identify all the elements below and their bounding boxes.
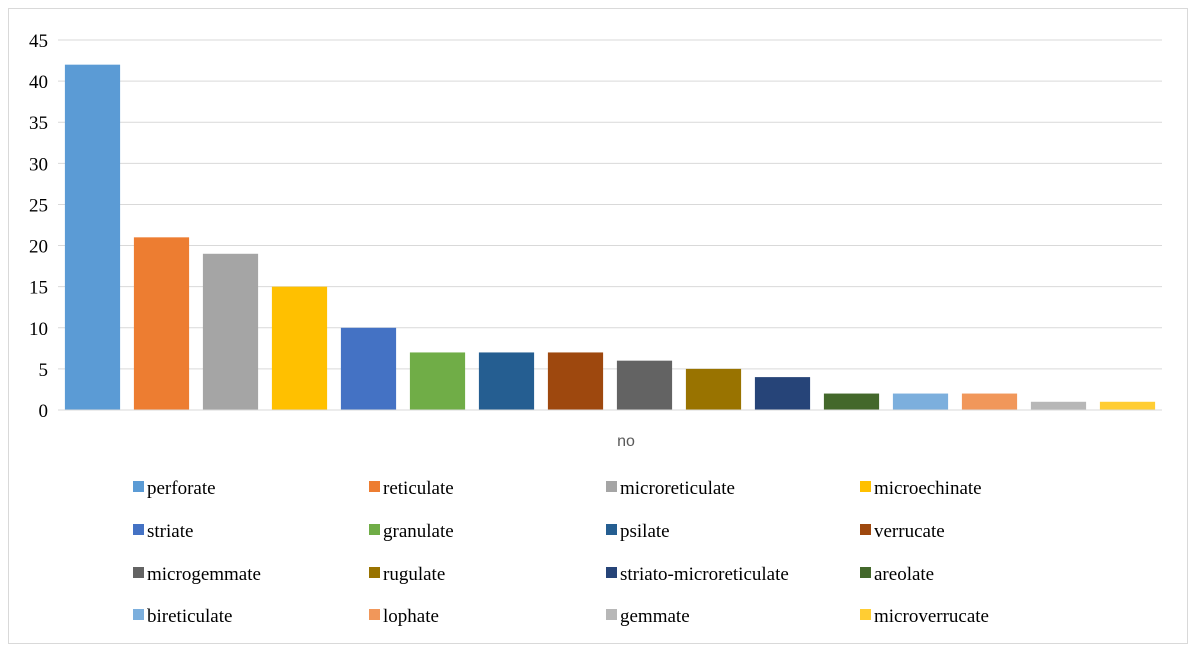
legend-item-verrucate: verrucate [860,521,945,542]
bar-microgemmate [616,360,673,410]
legend-label: microgemmate [147,564,261,585]
legend-item-bireticulate: bireticulate [133,606,232,627]
y-tick-label: 25 [29,195,48,216]
legend-swatch [860,524,871,535]
bar-microreticulate [202,253,259,410]
bar-lophate [961,393,1018,410]
legend-label: reticulate [383,478,454,499]
legend-item-microgemmate: microgemmate [133,564,261,585]
legend-item-rugulate: rugulate [369,564,445,585]
bar-perforate [64,64,121,411]
legend-item-perforate: perforate [133,478,216,499]
legend-item-gemmate: gemmate [606,606,690,627]
legend-item-microreticulate: microreticulate [606,478,735,499]
legend-item-lophate: lophate [369,606,439,627]
legend-label: microechinate [874,478,982,499]
bar-verrucate [547,352,604,410]
legend-item-microverrucate: microverrucate [860,606,989,627]
bar-microverrucate [1099,401,1156,410]
legend-label: gemmate [620,606,690,627]
legend-label: verrucate [874,521,945,542]
legend-swatch [606,524,617,535]
y-tick-label: 45 [29,31,48,52]
bar-gemmate [1030,401,1087,410]
legend-label: microverrucate [874,606,989,627]
legend-label: microreticulate [620,478,735,499]
y-tick-label: 0 [39,401,49,422]
legend-label: striate [147,521,193,542]
legend: perforate reticulate microreticulate microe… [133,478,989,627]
bars [64,64,1156,411]
legend-swatch [606,567,617,578]
legend-label: lophate [383,606,439,627]
legend-item-striate: striate [133,521,193,542]
bar-microechinate [271,286,328,410]
y-axis-tick-labels: 0 5 10 15 20 25 30 35 40 45 [29,31,48,422]
bar-psilate [478,352,535,410]
legend-swatch [133,567,144,578]
legend-swatch [860,481,871,492]
legend-item-reticulate: reticulate [369,478,454,499]
y-tick-label: 5 [39,360,49,381]
x-axis-label: no [617,433,635,450]
y-tick-label: 15 [29,278,48,299]
chart-frame [8,8,1188,644]
legend-swatch [369,524,380,535]
legend-swatch [133,609,144,620]
legend-swatch [606,481,617,492]
legend-label: areolate [874,564,934,585]
bar-striato-microreticulate [754,377,811,410]
legend-swatch [133,481,144,492]
bar-reticulate [133,237,190,410]
y-tick-label: 20 [29,237,48,258]
legend-label: psilate [620,521,670,542]
gridlines [58,39,1162,370]
legend-label: rugulate [383,564,445,585]
bar-areolate [823,393,880,410]
legend-item-areolate: areolate [860,564,934,585]
legend-swatch [860,609,871,620]
legend-swatch [860,567,871,578]
bar-bireticulate [892,393,949,410]
y-tick-label: 10 [29,319,48,340]
legend-swatch [133,524,144,535]
legend-label: striato-microreticulate [620,564,789,585]
bar-rugulate [685,368,742,410]
legend-item-striato-microreticulate: striato-microreticulate [606,564,789,585]
legend-label: perforate [147,478,216,499]
legend-swatch [369,567,380,578]
y-tick-label: 40 [29,72,48,93]
legend-label: bireticulate [147,606,232,627]
bar-striate [340,327,397,410]
y-tick-label: 30 [29,154,48,175]
legend-item-psilate: psilate [606,521,670,542]
bar-granulate [409,352,466,410]
legend-swatch [606,609,617,620]
legend-label: granulate [383,521,454,542]
legend-item-microechinate: microechinate [860,478,982,499]
legend-item-granulate: granulate [369,521,454,542]
legend-swatch [369,481,380,492]
legend-swatch [369,609,380,620]
y-tick-label: 35 [29,113,48,134]
